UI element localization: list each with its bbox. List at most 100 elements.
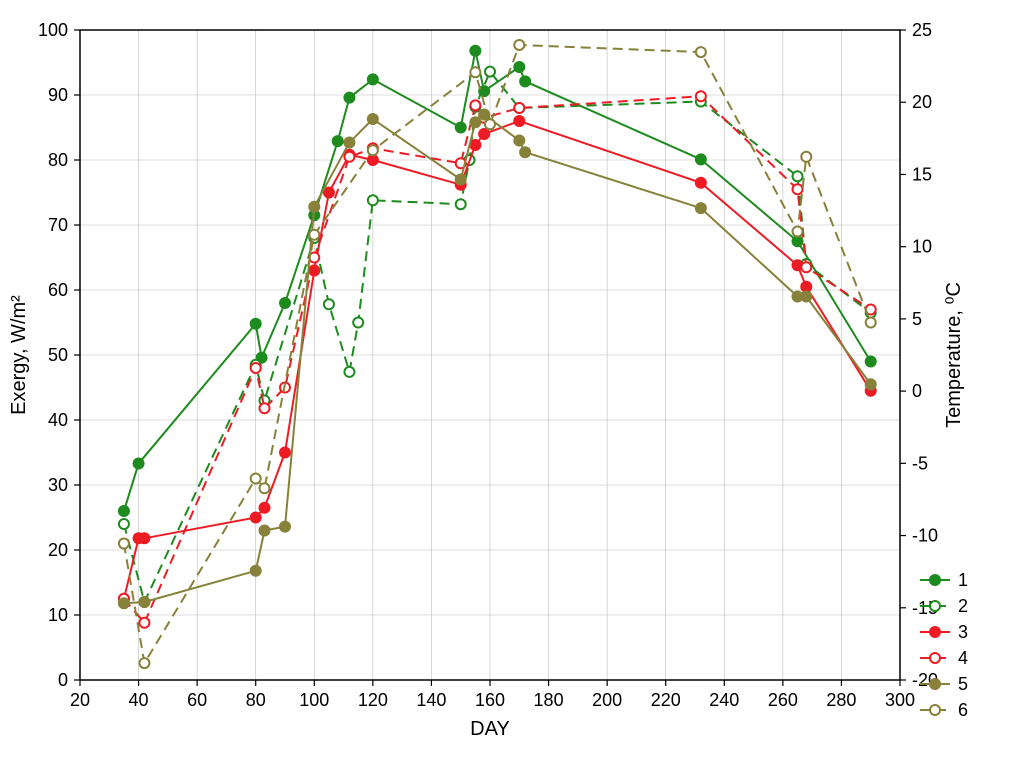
series-marker — [260, 503, 270, 513]
series-marker — [251, 363, 261, 373]
y-left-axis-label: Exergy, W/m² — [8, 295, 30, 415]
series-marker — [368, 195, 378, 205]
series-marker — [119, 506, 129, 516]
legend-label: 3 — [958, 622, 968, 642]
series-marker — [353, 318, 363, 328]
series-marker — [368, 145, 378, 155]
series-marker — [280, 448, 290, 458]
x-axis-label: DAY — [470, 718, 510, 740]
series-marker — [119, 539, 129, 549]
series-marker — [260, 483, 270, 493]
series-marker — [696, 47, 706, 57]
series-marker — [333, 136, 343, 146]
series-marker — [119, 598, 129, 608]
series-marker — [368, 114, 378, 124]
yr-tick-label: 5 — [912, 309, 922, 329]
series-marker — [470, 67, 480, 77]
x-tick-label: 260 — [768, 690, 798, 710]
series-marker — [793, 171, 803, 181]
series-marker — [344, 93, 354, 103]
series-marker — [866, 379, 876, 389]
yr-tick-label: 25 — [912, 20, 932, 40]
series-marker — [793, 227, 803, 237]
series-marker — [520, 76, 530, 86]
series-marker — [309, 202, 319, 212]
series-marker — [514, 62, 524, 72]
yl-tick-label: 70 — [48, 215, 68, 235]
y-right-axis-label: Temperature, ⁰C — [943, 282, 965, 428]
series-marker — [801, 152, 811, 162]
series-marker — [251, 319, 261, 329]
chart-container: 2040608010012014016018020022024026028030… — [0, 0, 1024, 774]
series-marker — [696, 203, 706, 213]
x-tick-label: 100 — [299, 690, 329, 710]
legend-label: 2 — [958, 596, 968, 616]
series-marker — [119, 519, 129, 529]
yl-tick-label: 80 — [48, 150, 68, 170]
series-marker — [134, 459, 144, 469]
yr-tick-label: 20 — [912, 92, 932, 112]
series-marker — [801, 262, 811, 272]
series-marker — [801, 282, 811, 292]
chart-svg: 2040608010012014016018020022024026028030… — [0, 0, 1024, 774]
series-marker — [344, 137, 354, 147]
yl-tick-label: 100 — [38, 20, 68, 40]
series-marker — [485, 67, 495, 77]
x-tick-label: 120 — [358, 690, 388, 710]
series-marker — [456, 199, 466, 209]
yl-tick-label: 40 — [48, 410, 68, 430]
series-marker — [514, 103, 524, 113]
x-tick-label: 80 — [246, 690, 266, 710]
series-marker — [696, 178, 706, 188]
yl-tick-label: 20 — [48, 540, 68, 560]
series-marker — [251, 513, 261, 523]
x-tick-label: 140 — [416, 690, 446, 710]
series-marker — [456, 123, 466, 133]
series-marker — [280, 298, 290, 308]
x-tick-label: 40 — [129, 690, 149, 710]
series-marker — [514, 40, 524, 50]
series-marker — [514, 116, 524, 126]
series-marker — [260, 403, 270, 413]
x-tick-label: 300 — [885, 690, 915, 710]
series-marker — [696, 154, 706, 164]
series-marker — [139, 658, 149, 668]
yl-tick-label: 0 — [58, 670, 68, 690]
series-marker — [479, 129, 489, 139]
series-marker — [793, 184, 803, 194]
x-tick-label: 220 — [651, 690, 681, 710]
series-marker — [866, 318, 876, 328]
series-marker — [251, 566, 261, 576]
series-marker — [139, 618, 149, 628]
series-marker — [866, 357, 876, 367]
series-marker — [368, 74, 378, 84]
series-marker — [470, 140, 480, 150]
series-marker — [139, 533, 149, 543]
x-tick-label: 160 — [475, 690, 505, 710]
x-tick-label: 240 — [709, 690, 739, 710]
series-marker — [324, 299, 334, 309]
yl-tick-label: 60 — [48, 280, 68, 300]
series-marker — [251, 474, 261, 484]
yr-tick-label: -10 — [912, 526, 938, 546]
series-marker — [470, 117, 480, 127]
yr-tick-label: -5 — [912, 453, 928, 473]
yl-tick-label: 10 — [48, 605, 68, 625]
series-marker — [344, 367, 354, 377]
series-marker — [485, 119, 495, 129]
legend-label: 1 — [958, 570, 968, 590]
series-marker — [696, 91, 706, 101]
series-marker — [309, 230, 319, 240]
x-tick-label: 200 — [592, 690, 622, 710]
series-marker — [520, 147, 530, 157]
x-tick-label: 280 — [826, 690, 856, 710]
series-marker — [470, 100, 480, 110]
series-marker — [470, 46, 480, 56]
series-marker — [280, 522, 290, 532]
legend-label: 5 — [958, 674, 968, 694]
series-marker — [139, 597, 149, 607]
legend-label: 6 — [958, 700, 968, 720]
series-marker — [260, 526, 270, 536]
series-marker — [344, 152, 354, 162]
series-marker — [456, 175, 466, 185]
